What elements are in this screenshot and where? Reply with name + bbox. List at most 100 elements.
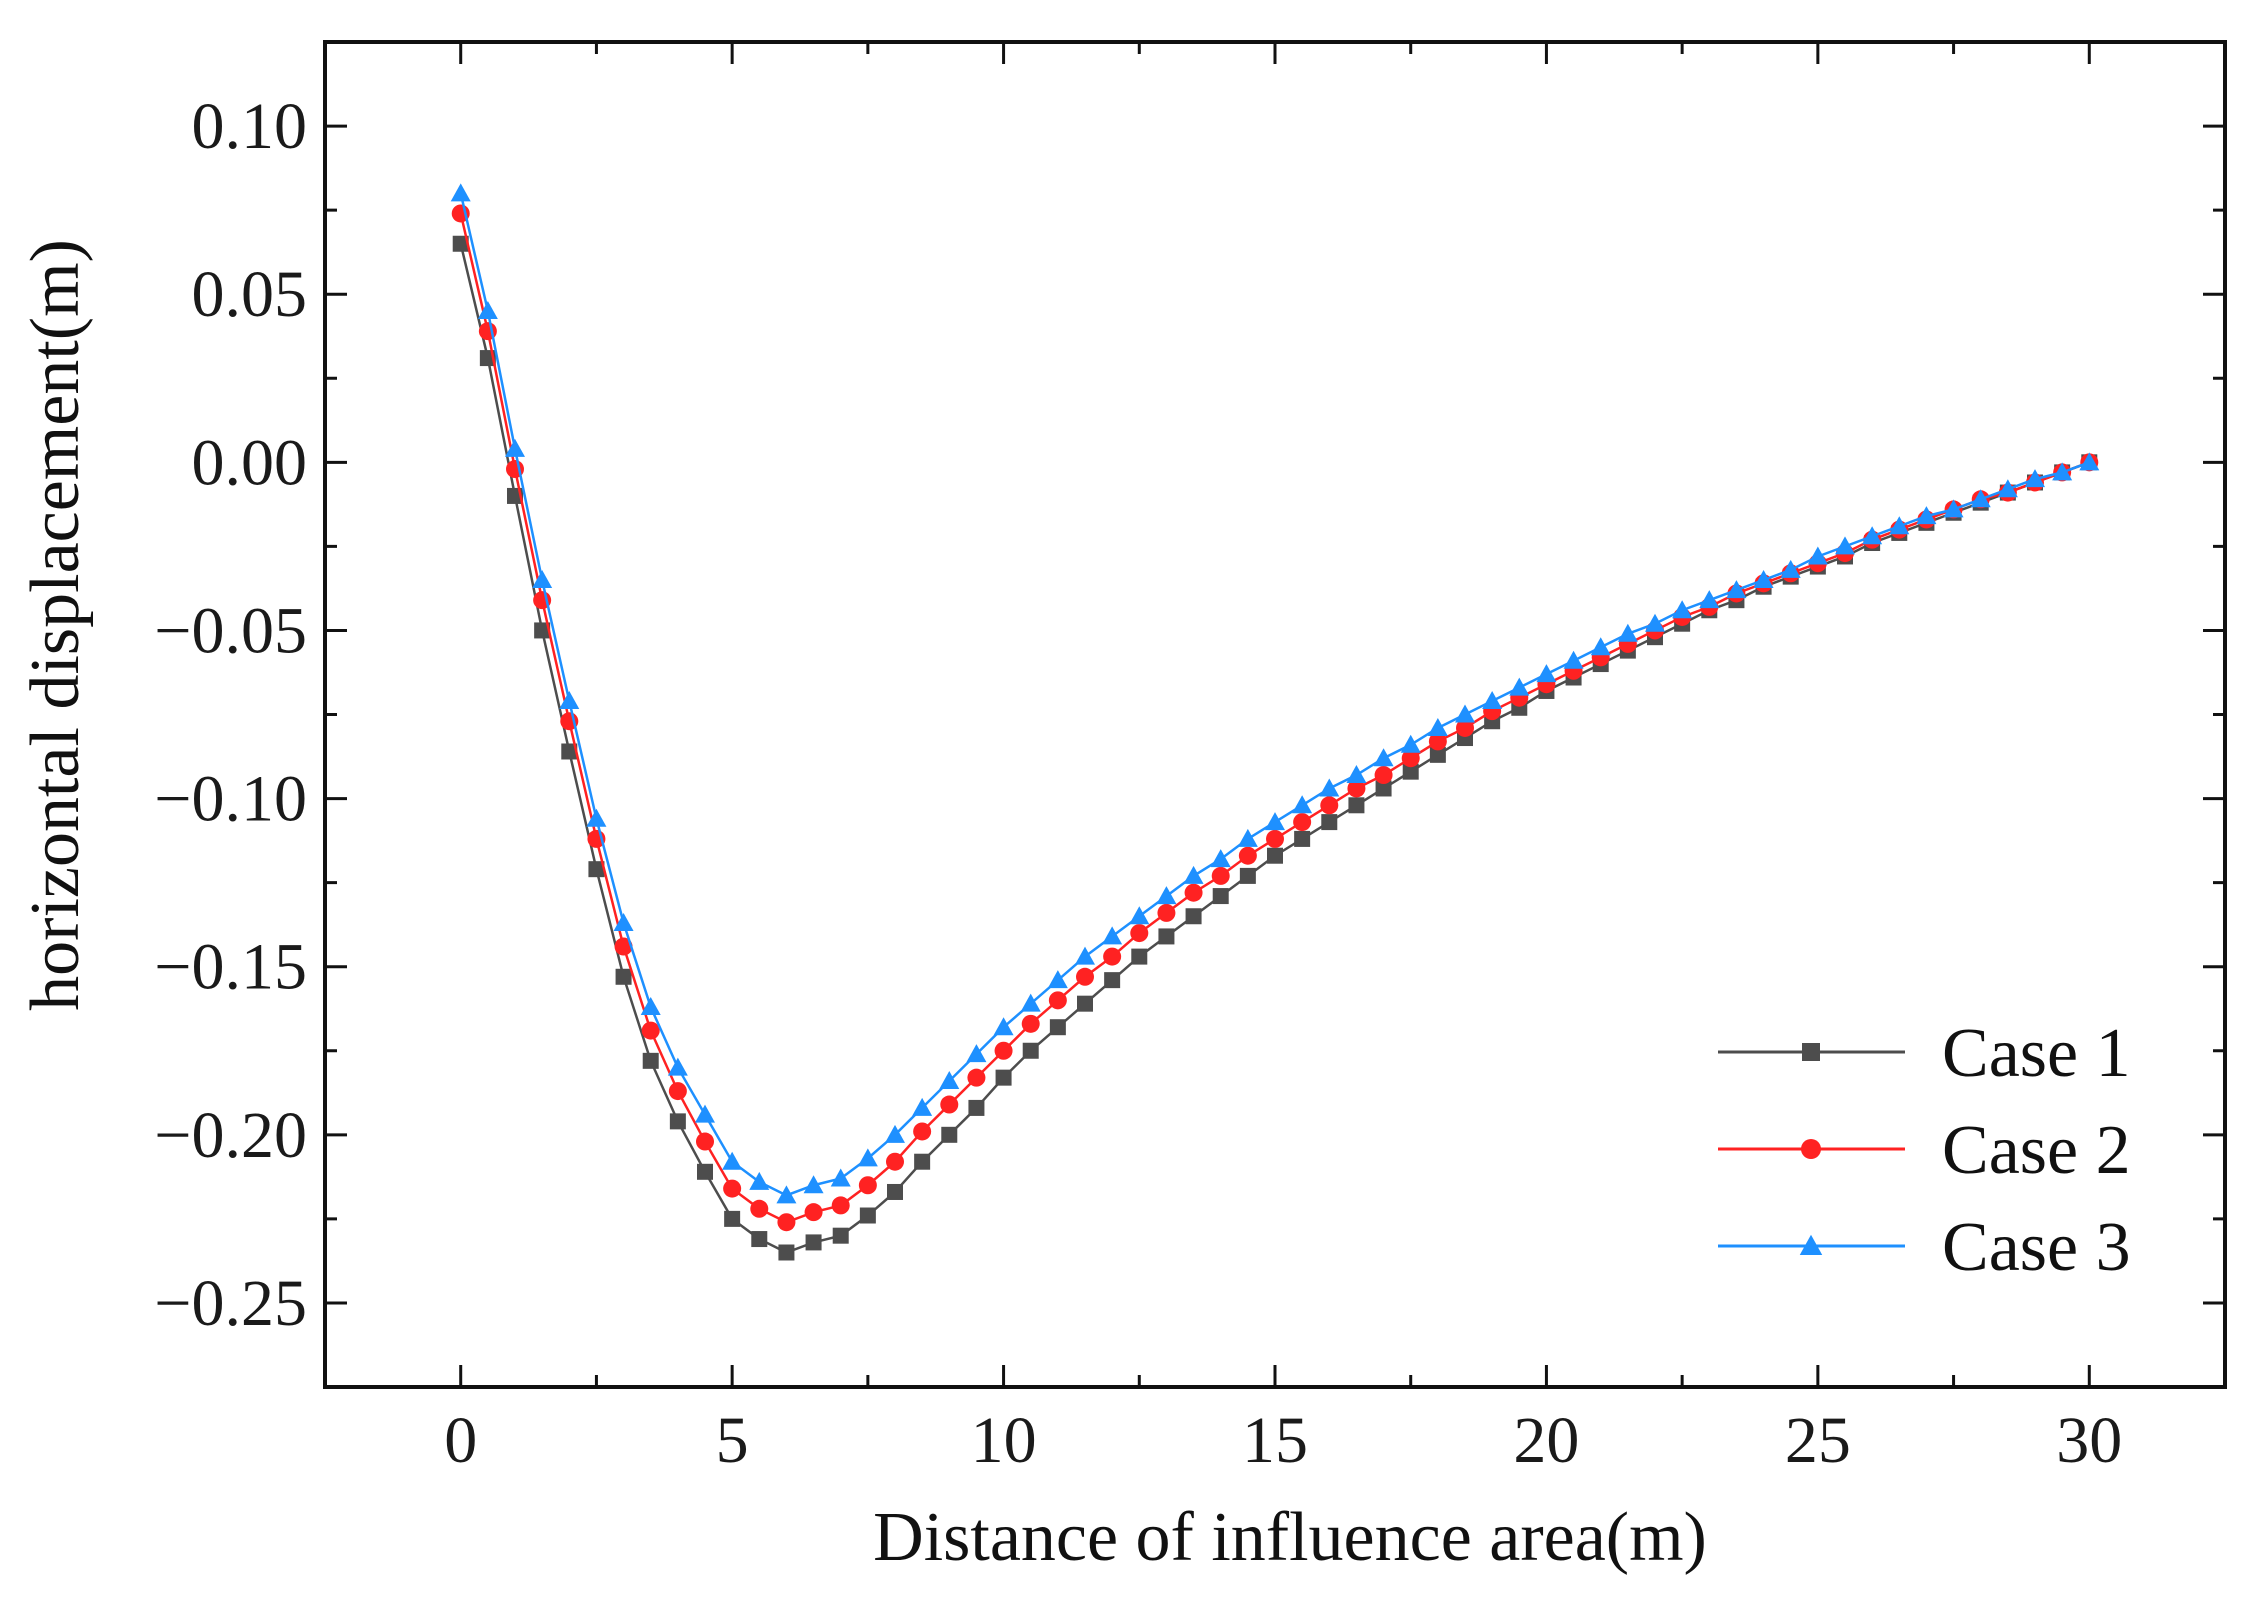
x-tick-label: 10 bbox=[971, 1404, 1037, 1477]
data-point bbox=[1238, 846, 1257, 865]
legend-label: Case 1 bbox=[1942, 1015, 2131, 1092]
x-tick-label: 15 bbox=[1242, 1404, 1308, 1477]
data-point bbox=[2079, 452, 2100, 471]
data-point bbox=[1212, 888, 1229, 905]
data-point bbox=[1780, 559, 1801, 578]
data-point bbox=[1239, 867, 1256, 884]
data-point bbox=[1427, 717, 1448, 736]
data-point bbox=[640, 997, 661, 1016]
data-point bbox=[1943, 499, 1964, 518]
data-point bbox=[1482, 691, 1503, 710]
data-point bbox=[534, 622, 551, 639]
data-point bbox=[1265, 812, 1285, 831]
data-point bbox=[1590, 637, 1611, 656]
legend-marker bbox=[1802, 1043, 1820, 1061]
data-point bbox=[724, 1210, 741, 1227]
data-point bbox=[1428, 732, 1447, 751]
x-axis-title: Distance of influence area(m) bbox=[873, 1499, 1707, 1576]
data-point bbox=[667, 1057, 688, 1076]
data-point bbox=[1103, 947, 1122, 966]
data-point bbox=[1455, 704, 1475, 723]
data-point bbox=[885, 1124, 905, 1143]
data-point bbox=[1916, 506, 1937, 525]
data-point bbox=[1862, 526, 1883, 545]
data-point bbox=[1726, 580, 1747, 599]
data-point bbox=[1047, 970, 1068, 989]
data-point bbox=[1129, 906, 1150, 925]
legend-item: Case 3 bbox=[1718, 1209, 2131, 1286]
data-point bbox=[505, 438, 525, 457]
data-point bbox=[1267, 847, 1283, 864]
data-point bbox=[1509, 677, 1530, 696]
y-tick-label: −0.10 bbox=[154, 763, 307, 836]
x-tick-label: 25 bbox=[1785, 1404, 1851, 1477]
data-point bbox=[1320, 796, 1339, 815]
data-point bbox=[668, 1082, 687, 1101]
data-point bbox=[2025, 469, 2045, 488]
data-point bbox=[1184, 883, 1203, 902]
data-point bbox=[1210, 849, 1231, 868]
data-point bbox=[1429, 746, 1446, 763]
legend-item: Case 1 bbox=[1718, 1015, 2131, 1092]
data-point bbox=[939, 1071, 960, 1090]
data-point bbox=[1185, 908, 1202, 925]
data-point bbox=[776, 1185, 797, 1204]
data-point bbox=[1348, 797, 1365, 814]
data-point bbox=[1102, 926, 1123, 945]
data-point bbox=[696, 1132, 714, 1151]
data-point bbox=[994, 1041, 1013, 1060]
data-point bbox=[1835, 536, 1855, 555]
data-point bbox=[450, 183, 471, 202]
y-tick-label: −0.15 bbox=[154, 931, 307, 1004]
y-tick-label: −0.20 bbox=[154, 1099, 307, 1172]
y-tick-label: 0.05 bbox=[192, 258, 308, 331]
data-point bbox=[613, 912, 634, 931]
data-point bbox=[995, 1069, 1012, 1086]
data-point bbox=[967, 1068, 986, 1087]
data-point bbox=[1997, 479, 2018, 498]
data-point bbox=[1211, 866, 1230, 885]
data-point bbox=[1699, 590, 1720, 609]
data-point bbox=[669, 1113, 686, 1130]
x-tick-label: 20 bbox=[1513, 1404, 1579, 1477]
data-point bbox=[561, 743, 578, 760]
data-point bbox=[1375, 780, 1392, 797]
data-point bbox=[805, 1234, 822, 1251]
data-point bbox=[1321, 814, 1338, 831]
data-point bbox=[614, 937, 633, 956]
data-point bbox=[588, 861, 605, 878]
data-point bbox=[1889, 516, 1910, 535]
data-point bbox=[642, 1052, 659, 1069]
data-point bbox=[722, 1151, 743, 1170]
data-point bbox=[1183, 865, 1204, 884]
data-point bbox=[1319, 778, 1340, 797]
data-point bbox=[832, 1227, 849, 1244]
x-tick-labels: 0 5 10 15 20 25 30 bbox=[444, 1404, 2122, 1477]
data-point bbox=[966, 1044, 987, 1063]
data-point bbox=[532, 570, 553, 588]
data-point bbox=[697, 1163, 713, 1180]
data-point bbox=[1076, 967, 1094, 986]
data-point bbox=[1075, 946, 1095, 965]
data-point bbox=[1156, 886, 1177, 905]
data-point bbox=[477, 301, 498, 319]
data-point bbox=[913, 1122, 932, 1141]
data-point bbox=[1346, 765, 1367, 784]
data-point bbox=[1753, 570, 1774, 588]
data-point bbox=[831, 1196, 850, 1215]
data-point bbox=[615, 968, 632, 985]
data-point bbox=[1131, 948, 1148, 965]
data-point bbox=[1077, 995, 1093, 1012]
x-tick-label: 0 bbox=[444, 1404, 477, 1477]
legend-label: Case 3 bbox=[1942, 1209, 2131, 1286]
data-point bbox=[1158, 928, 1175, 945]
data-point bbox=[749, 1171, 770, 1190]
data-point bbox=[940, 1095, 959, 1114]
series-3 bbox=[450, 183, 2100, 1204]
y-tick-label: 0.00 bbox=[192, 426, 308, 499]
data-point bbox=[750, 1199, 769, 1218]
data-point bbox=[723, 1179, 742, 1198]
data-point bbox=[968, 1099, 985, 1116]
data-point bbox=[886, 1152, 904, 1171]
